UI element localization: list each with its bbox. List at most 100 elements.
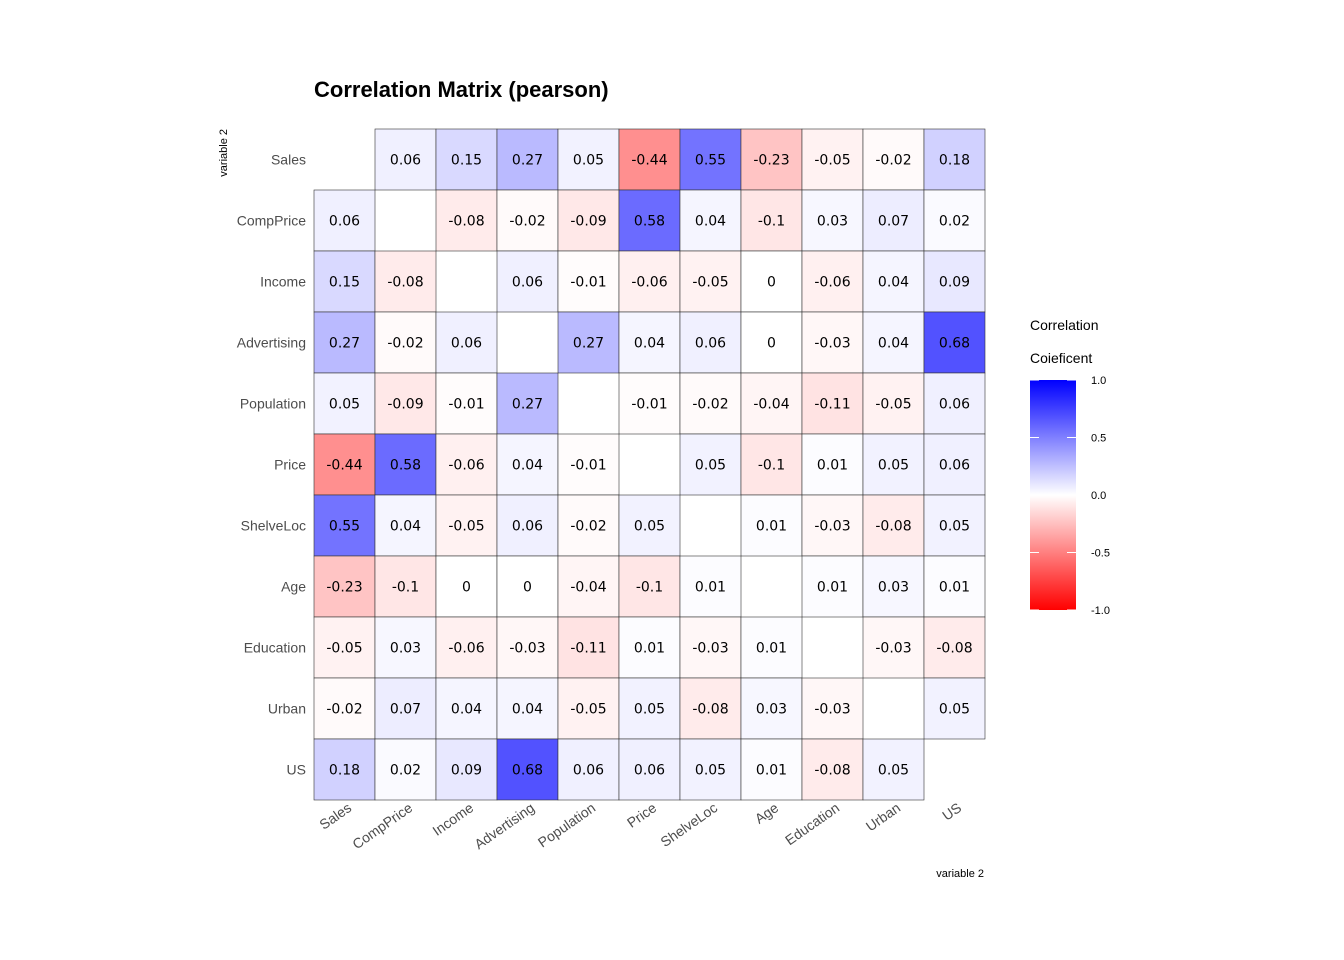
cell-price-advertising [496,433,559,496]
row-label-income: Income [260,274,306,290]
cell-label-advertising-population: 0.27 [573,336,604,352]
cell-label-shelveloc-urban: -0.08 [875,519,911,535]
legend-title-line1: Correlation [1030,317,1098,333]
cell-us-education [801,738,864,801]
cell-label-urban-shelveloc: -0.08 [692,702,728,718]
cell-label-age-price: -0.1 [636,580,663,596]
column-label-compprice: CompPrice [349,799,415,852]
legend: Correlation Coieficent 1.0 0.5 0.0 -0.5 -1.0 [1030,317,1110,617]
cell-income-price [618,250,681,313]
cell-sales-price [618,128,681,191]
cell-label-advertising-compprice: -0.02 [387,336,423,352]
cell-label-compprice-income: -0.08 [448,214,484,230]
cell-label-us-population: 0.06 [573,763,604,779]
cell-label-us-education: -0.08 [814,763,850,779]
cell-advertising-population [557,311,620,374]
cell-price-sales [313,433,376,496]
cell-label-population-compprice: -0.09 [387,397,423,413]
cell-label-compprice-age: -0.1 [758,214,785,230]
cell-compprice-advertising [496,189,559,252]
cell-label-urban-education: -0.03 [814,702,850,718]
cell-population-compprice [374,372,437,435]
cell-label-shelveloc-income: -0.05 [448,519,484,535]
y-axis-label: variable 2 [218,129,230,177]
cell-label-age-us: 0.01 [939,580,970,596]
cell-us-population [557,738,620,801]
cell-compprice-age [740,189,803,252]
cell-age-education [801,555,864,618]
cell-label-income-urban: 0.04 [878,275,909,291]
cell-label-education-shelveloc: -0.03 [692,641,728,657]
cell-label-urban-advertising: 0.04 [512,702,543,718]
cell-label-urban-compprice: 0.07 [390,702,421,718]
column-label-sales: Sales [316,799,354,832]
cell-label-population-urban: -0.05 [875,397,911,413]
cell-label-sales-us: 0.18 [939,153,970,169]
cell-label-urban-population: -0.05 [570,702,606,718]
cell-advertising-age [740,311,803,374]
cell-label-compprice-us: 0.02 [939,214,970,230]
cell-label-advertising-education: -0.03 [814,336,850,352]
cell-income-advertising [496,250,559,313]
cell-us-urban [862,738,925,801]
cell-label-advertising-shelveloc: 0.06 [695,336,726,352]
cell-shelveloc-compprice [374,494,437,557]
cell-age-urban [862,555,925,618]
cell-label-compprice-shelveloc: 0.04 [695,214,726,230]
legend-tick-label: 0.0 [1091,490,1106,502]
cell-age-us [923,555,986,618]
cell-label-age-shelveloc: 0.01 [695,580,726,596]
cell-sales-income [435,128,498,191]
cell-label-urban-income: 0.04 [451,702,482,718]
cell-label-age-urban: 0.03 [878,580,909,596]
cell-label-shelveloc-price: 0.05 [634,519,665,535]
cell-label-education-advertising: -0.03 [509,641,545,657]
cell-label-price-shelveloc: 0.05 [695,458,726,474]
cell-population-urban [862,372,925,435]
cell-label-education-urban: -0.03 [875,641,911,657]
cell-label-shelveloc-advertising: 0.06 [512,519,543,535]
cell-education-sales [313,616,376,679]
cell-compprice-population [557,189,620,252]
cell-label-population-sales: 0.05 [329,397,360,413]
row-label-advertising: Advertising [237,335,306,351]
row-label-compprice: CompPrice [237,213,306,229]
cell-advertising-education [801,311,864,374]
cell-advertising-price [618,311,681,374]
cell-label-sales-age: -0.23 [753,153,789,169]
cell-label-price-us: 0.06 [939,458,970,474]
cell-age-compprice [374,555,437,618]
cell-urban-compprice [374,677,437,740]
cell-label-price-sales: -0.44 [326,458,362,474]
row-label-population: Population [240,396,306,412]
cell-label-population-shelveloc: -0.02 [692,397,728,413]
cell-label-price-age: -0.1 [758,458,785,474]
cell-advertising-us [923,311,986,374]
cell-label-price-income: -0.06 [448,458,484,474]
cell-shelveloc-sales [313,494,376,557]
cell-label-sales-urban: -0.02 [875,153,911,169]
cell-label-age-population: -0.04 [570,580,606,596]
cell-compprice-sales [313,189,376,252]
cell-label-education-sales: -0.05 [326,641,362,657]
cell-shelveloc-education [801,494,864,557]
cell-compprice-shelveloc [679,189,742,252]
cell-label-price-education: 0.01 [817,458,848,474]
cell-label-population-price: -0.01 [631,397,667,413]
cell-us-price [618,738,681,801]
legend-tick-label: -0.5 [1091,548,1110,560]
legend-title-line2: Coieficent [1030,350,1092,366]
legend-tick-label: 1.0 [1091,375,1106,387]
cell-label-age-advertising: 0 [523,580,532,596]
cell-shelveloc-advertising [496,494,559,557]
cell-population-income [435,372,498,435]
cell-label-sales-price: -0.44 [631,153,667,169]
row-label-education: Education [244,640,306,656]
cell-label-urban-price: 0.05 [634,702,665,718]
cell-shelveloc-urban [862,494,925,557]
column-label-advertising: Advertising [471,799,537,852]
cell-label-education-us: -0.08 [936,641,972,657]
cell-sales-shelveloc [679,128,742,191]
